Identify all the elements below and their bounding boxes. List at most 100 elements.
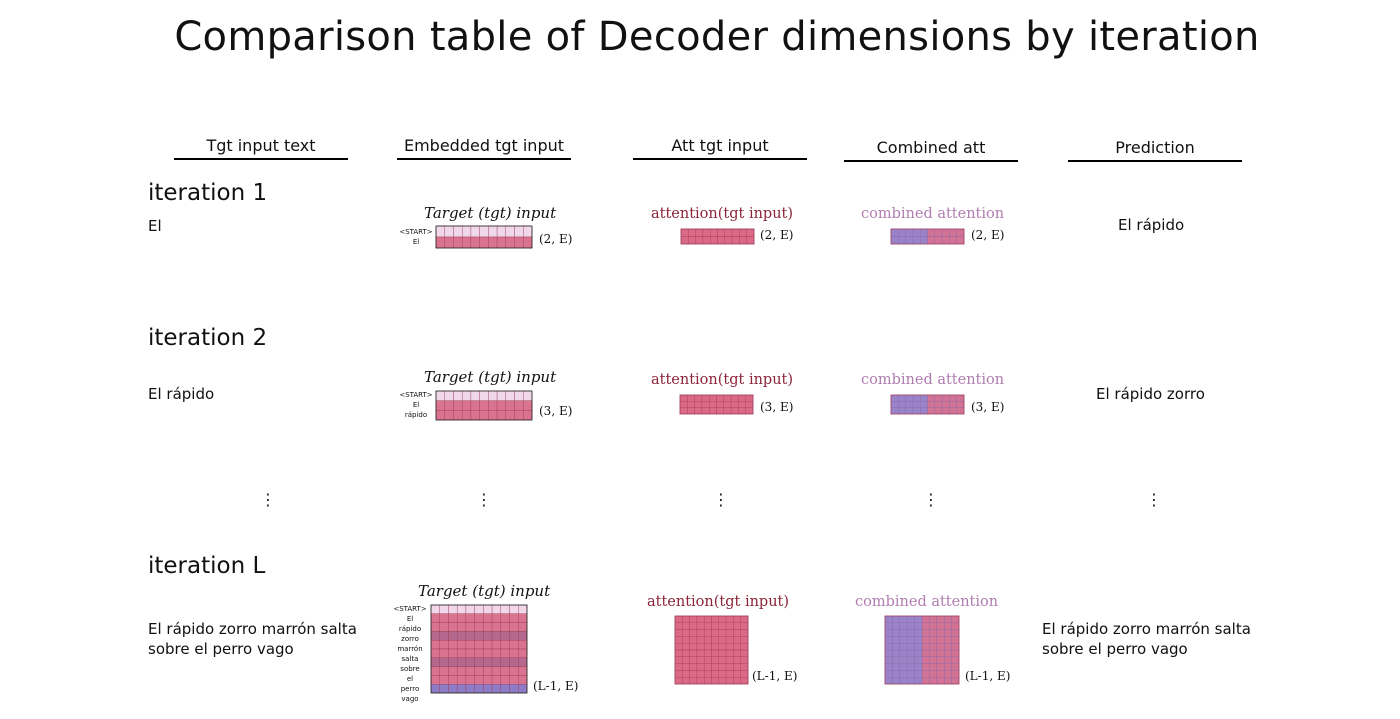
matrix-cell: [710, 236, 718, 245]
matrix-cell: [921, 677, 930, 685]
iteration-L-embedding-matrix: [430, 604, 528, 694]
matrix-cell: [725, 670, 734, 678]
matrix-cell: [674, 649, 683, 658]
matrix-cell: [951, 636, 960, 644]
iteration-1-attention-matrix: [680, 228, 755, 245]
matrix-cell: [934, 394, 943, 402]
matrix-cell: [890, 407, 899, 415]
matrix-cell: [448, 648, 458, 659]
matrix-cell: [682, 643, 690, 651]
iteration-2-att-title: attention(tgt input): [651, 372, 794, 388]
matrix-cell: [696, 615, 705, 624]
matrix-cell: [674, 615, 683, 624]
matrix-cell: [920, 407, 928, 415]
matrix-cell: [694, 394, 703, 402]
iteration-1-att-title: attention(tgt input): [651, 206, 794, 222]
matrix-cell: [518, 657, 528, 667]
matrix-cell: [936, 670, 945, 678]
matrix-cell: [718, 615, 727, 624]
matrix-cell: [444, 400, 454, 411]
matrix-cell: [688, 228, 696, 237]
matrix-cell: [694, 407, 703, 415]
matrix-cell: [899, 670, 908, 678]
matrix-cell: [892, 643, 901, 651]
matrix-border: [435, 225, 533, 249]
matrix-cell: [474, 666, 484, 676]
matrix-cell: [500, 613, 510, 623]
matrix-cell: [884, 656, 893, 664]
matrix-cell: [738, 401, 746, 408]
matrix-cell: [718, 622, 727, 630]
matrix-cell: [483, 640, 493, 650]
iteration-1-comb-dim: (2, E): [971, 228, 1005, 242]
matrix-cell: [704, 636, 712, 644]
iteration-1-combined-matrix: [890, 228, 965, 245]
matrix-cell: [465, 613, 475, 623]
matrix-cell: [696, 663, 705, 671]
matrix-cell: [927, 228, 936, 237]
matrix-cell: [483, 613, 493, 623]
matrix-cell: [509, 631, 519, 641]
matrix-cell: [435, 236, 445, 249]
matrix-cell: [914, 656, 923, 664]
matrix-cell: [892, 622, 901, 630]
matrix-cell: [509, 604, 519, 615]
matrix-cell: [936, 677, 945, 685]
matrix-cell: [921, 670, 930, 678]
matrix-cell: [444, 410, 454, 421]
matrix-cell: [936, 615, 945, 624]
matrix-cell: [899, 643, 908, 651]
matrix-cell: [448, 604, 458, 615]
matrix-cell: [435, 390, 445, 401]
matrix-cell: [674, 643, 683, 651]
matrix-cell: [518, 640, 528, 650]
matrix-cell: [465, 622, 475, 632]
matrix-cell: [704, 663, 712, 671]
matrix-cell: [687, 394, 695, 402]
matrix-cell: [488, 410, 498, 421]
matrix-cell: [456, 622, 467, 632]
matrix-cell: [518, 622, 528, 632]
matrix-cell: [723, 394, 732, 402]
matrix-cell: [936, 663, 945, 671]
matrix-cell: [679, 394, 688, 402]
matrix-cell: [474, 622, 484, 632]
matrix-cell: [696, 670, 705, 678]
matrix-cell: [491, 675, 502, 685]
matrix-cell: [479, 400, 489, 411]
matrix-cell: [704, 656, 712, 664]
matrix-cell: [929, 663, 938, 671]
matrix-cell: [890, 394, 899, 402]
iteration-1-token-labels: <START> El: [396, 227, 436, 247]
matrix-cell: [723, 401, 732, 408]
matrix-cell: [483, 675, 493, 685]
matrix-cell: [430, 657, 440, 667]
matrix-cell: [920, 228, 928, 237]
matrix-cell: [899, 622, 908, 630]
matrix-cell: [439, 622, 449, 632]
matrix-cell: [687, 407, 695, 415]
matrix-cell: [898, 401, 906, 408]
column-header-embedded-tgt-input: Embedded tgt input: [397, 136, 571, 160]
matrix-border: [680, 228, 755, 245]
token-label: El: [406, 615, 414, 623]
token-label: vago: [401, 695, 419, 703]
matrix-cell: [733, 677, 741, 685]
matrix-cell: [448, 622, 458, 632]
matrix-cell: [518, 648, 528, 659]
matrix-cell: [465, 640, 475, 650]
matrix-cell: [740, 670, 749, 678]
iteration-2-tgt-text: El rápido: [148, 385, 215, 403]
matrix-cell: [456, 675, 467, 685]
matrix-cell: [914, 643, 923, 651]
matrix-cell: [523, 390, 533, 401]
matrix-border: [890, 228, 965, 245]
column-header-att-tgt-input: Att tgt input: [633, 136, 807, 160]
matrix-cell: [739, 236, 747, 245]
matrix-cell: [514, 236, 524, 249]
matrix-cell: [951, 643, 960, 651]
matrix-cell: [898, 236, 906, 245]
matrix-cell: [682, 677, 690, 685]
matrix-cell: [689, 663, 698, 671]
token-label: salta: [401, 655, 419, 663]
